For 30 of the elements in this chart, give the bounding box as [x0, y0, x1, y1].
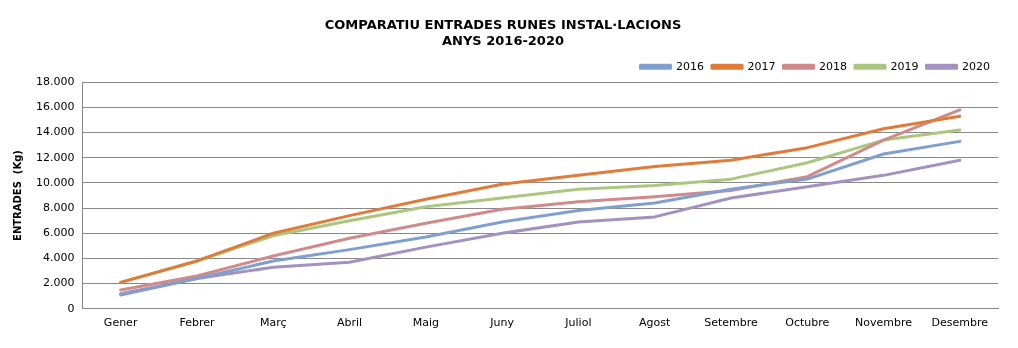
- x-tick-label: Octubre: [785, 316, 830, 330]
- y-tick-label: 6.000: [42, 226, 75, 240]
- x-tick-label: Maig: [412, 316, 439, 330]
- legend-label: 2016: [676, 59, 705, 73]
- x-tick-label: Juny: [489, 316, 515, 330]
- y-tick-label: 16.000: [35, 100, 75, 114]
- y-tick-label: 18.000: [35, 75, 75, 89]
- x-tick-label: Agost: [639, 316, 672, 330]
- legend-label: 2020: [962, 59, 991, 73]
- y-axis-title: ENTRADES (Kg): [11, 150, 23, 241]
- x-tick-label: Abril: [336, 316, 363, 330]
- legend-label: 2018: [819, 59, 848, 73]
- x-tick-label: Febrer: [179, 316, 215, 330]
- y-tick-label: 10.000: [35, 175, 75, 189]
- x-tick-label: Gener: [103, 316, 138, 330]
- text: COMPARATIU ENTRADES RUNES INSTAL·LACIONS: [324, 17, 682, 33]
- legend-label: 2019: [890, 59, 919, 73]
- text: ANYS 2016-2020: [441, 32, 565, 48]
- y-tick-label: 0: [67, 301, 75, 315]
- x-tick-label: Setembre: [704, 316, 758, 330]
- x-tick-label: Març: [259, 316, 287, 330]
- x-tick-label: Juliol: [564, 316, 592, 330]
- x-tick-label: Novembre: [855, 316, 913, 330]
- y-tick-label: 8.000: [42, 200, 75, 214]
- y-tick-label: 2.000: [42, 276, 75, 290]
- x-tick-label: Desembre: [931, 316, 989, 330]
- y-tick-label: 12.000: [35, 150, 75, 164]
- legend-label: 2017: [747, 59, 776, 73]
- y-tick-label: 4.000: [42, 251, 75, 265]
- y-tick-label: 14.000: [35, 125, 75, 139]
